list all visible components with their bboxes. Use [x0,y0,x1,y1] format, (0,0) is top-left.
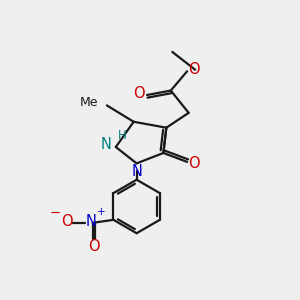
Text: −: − [50,207,61,220]
Text: +: + [97,207,106,218]
Text: N: N [86,214,97,229]
Text: O: O [188,62,200,77]
Text: O: O [188,156,200,171]
Text: O: O [88,239,100,254]
Text: Me: Me [80,96,98,109]
Text: O: O [61,214,73,229]
Text: H: H [117,129,126,142]
Text: N: N [101,136,112,152]
Text: N: N [131,164,142,179]
Text: O: O [133,86,145,101]
